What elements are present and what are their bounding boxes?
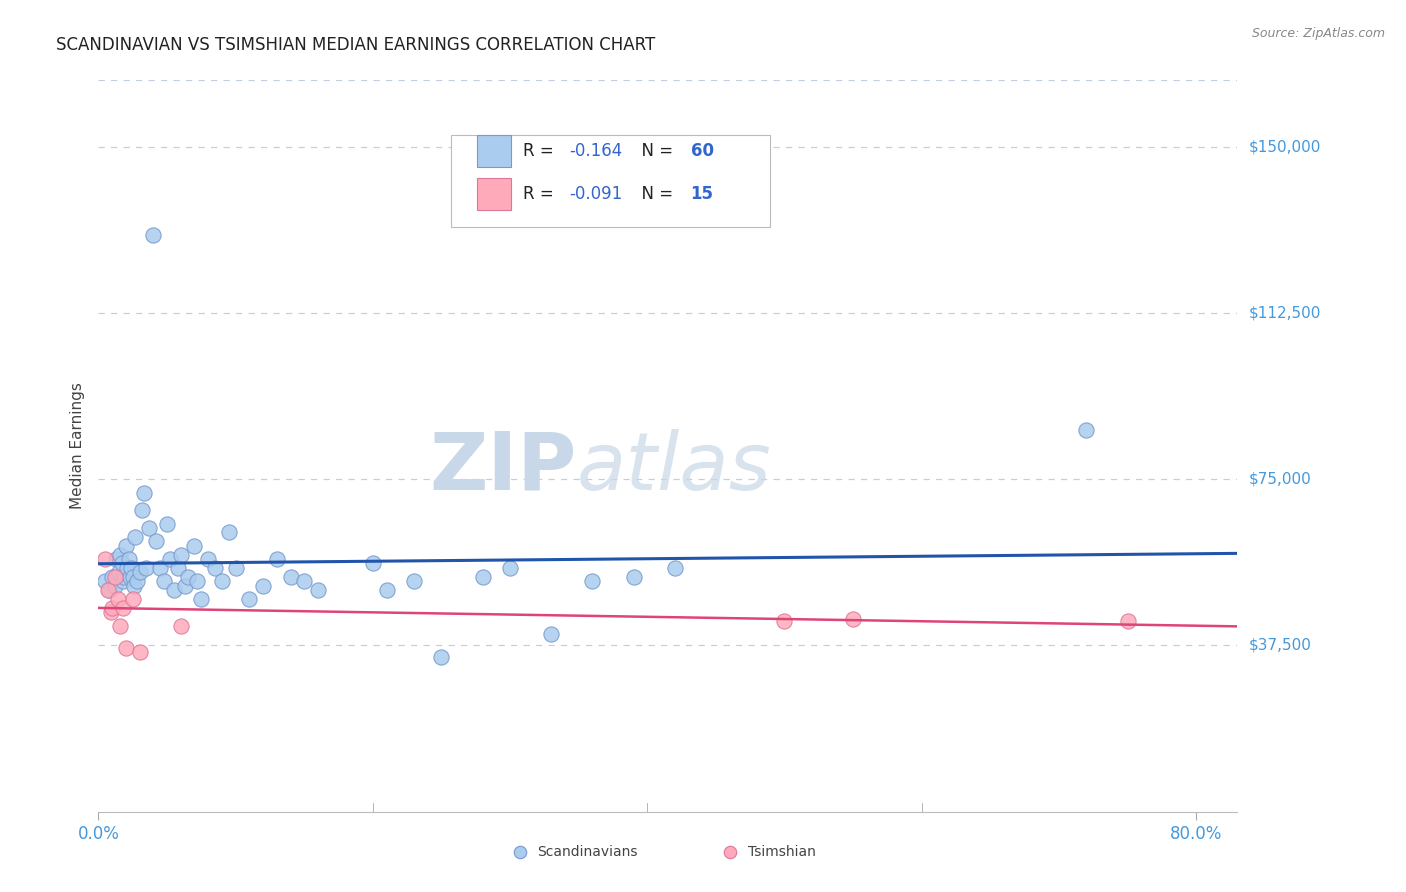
Text: $150,000: $150,000 [1249,139,1320,154]
Point [266,552,288,566]
Point [97,583,120,598]
Text: N =: N = [631,142,679,161]
Text: -0.091: -0.091 [569,186,621,203]
Point [128,645,150,659]
Point [105,552,128,566]
Point [115,561,138,575]
Point [159,552,181,566]
Point [595,805,617,819]
Point [149,561,172,575]
Text: $75,000: $75,000 [1249,472,1312,487]
FancyBboxPatch shape [451,135,770,227]
Text: 60: 60 [690,142,714,161]
Point [131,503,153,517]
Point [430,649,453,664]
Point [238,591,260,606]
Point [225,561,247,575]
Point [104,570,127,584]
Point [190,591,212,606]
Text: 15: 15 [690,186,714,203]
Point [170,548,193,562]
Text: SCANDINAVIAN VS TSIMSHIAN MEDIAN EARNINGS CORRELATION CHART: SCANDINAVIAN VS TSIMSHIAN MEDIAN EARNING… [56,36,655,54]
Text: Scandinavians: Scandinavians [537,845,637,859]
Point [204,561,226,575]
Text: R =: R = [523,142,560,161]
Point [112,574,135,589]
Point [114,570,136,584]
Point [120,561,142,575]
Point [623,570,645,584]
Point [252,579,274,593]
Point [842,612,865,626]
Point [176,570,198,584]
Point [112,600,135,615]
Point [197,552,219,566]
Point [128,566,150,580]
Point [125,574,148,589]
Point [132,485,155,500]
Point [115,640,138,655]
Point [849,805,872,819]
Point [375,583,398,598]
Point [173,579,195,593]
Point [280,570,302,584]
Point [104,579,127,593]
Text: atlas: atlas [576,429,772,507]
Point [121,591,143,606]
Text: $37,500: $37,500 [1249,638,1312,653]
Point [156,516,179,531]
Point [1116,614,1139,628]
Point [773,614,796,628]
Point [98,583,121,598]
Point [138,521,160,535]
Point [94,574,117,589]
FancyBboxPatch shape [477,178,510,211]
Point [108,566,131,580]
Point [218,525,240,540]
Point [142,228,165,243]
Text: N =: N = [631,186,679,203]
Point [111,557,134,571]
Point [186,574,208,589]
Point [1076,424,1098,438]
Point [211,574,233,589]
Point [471,570,494,584]
Text: R =: R = [523,186,560,203]
Point [118,570,141,584]
Point [307,583,329,598]
Point [101,570,124,584]
Point [402,574,425,589]
Point [94,552,117,566]
Text: Tsimshian: Tsimshian [748,845,815,859]
Point [581,574,603,589]
Text: ZIP: ZIP [429,429,576,507]
FancyBboxPatch shape [477,135,510,168]
Point [124,530,146,544]
Point [170,618,193,632]
Point [183,539,205,553]
Point [110,548,132,562]
Point [499,561,522,575]
Text: -0.164: -0.164 [569,142,621,161]
Point [163,583,186,598]
Text: $112,500: $112,500 [1249,306,1320,320]
Point [540,627,562,641]
Point [117,552,139,566]
Point [135,561,157,575]
Point [664,561,686,575]
Point [361,557,384,571]
Point [167,561,190,575]
Point [292,574,315,589]
Point [107,591,129,606]
Point [100,605,122,619]
Y-axis label: Median Earnings: Median Earnings [69,383,84,509]
Point [115,539,138,553]
Point [153,574,176,589]
Point [122,579,145,593]
Text: Source: ZipAtlas.com: Source: ZipAtlas.com [1251,27,1385,40]
Point [110,618,132,632]
Point [101,600,124,615]
Point [145,534,167,549]
Point [121,570,143,584]
